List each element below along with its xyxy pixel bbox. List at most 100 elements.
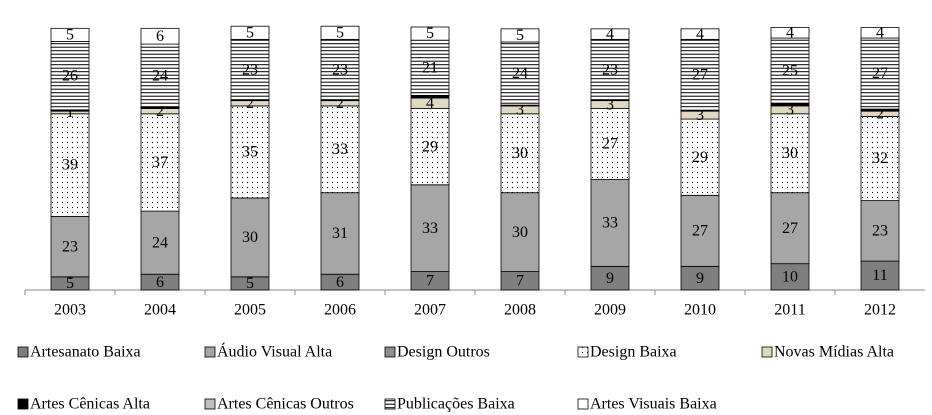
bar-segment (230, 38, 270, 101)
legend-swatch (761, 346, 773, 358)
data-label: 6 (156, 274, 164, 291)
data-label: 7 (516, 272, 524, 289)
bar-segment (770, 37, 810, 105)
data-label: 30 (512, 224, 528, 241)
legend-swatch (17, 398, 29, 410)
bar-segment (770, 27, 810, 39)
data-label: 4 (426, 95, 434, 112)
data-label: 30 (512, 145, 528, 162)
data-label: 11 (872, 267, 887, 284)
data-label: 27 (872, 65, 888, 82)
data-label: 23 (62, 238, 78, 255)
x-tick-label: 2010 (684, 302, 716, 319)
data-label: 2 (156, 103, 164, 120)
data-label: 29 (422, 138, 438, 155)
legend-label: Novas Mídias Alta (774, 344, 894, 361)
legend-label: Design Baixa (590, 344, 677, 361)
data-label: 4 (696, 26, 704, 43)
legend-label: Publicações Baixa (397, 396, 515, 413)
data-label: 32 (872, 150, 888, 167)
x-tick-label: 2008 (504, 302, 536, 319)
data-label: 27 (782, 220, 798, 237)
bar-segment (410, 184, 450, 272)
x-tick-label: 2012 (864, 302, 896, 319)
data-label: 2 (876, 105, 884, 122)
data-label: 5 (66, 275, 74, 292)
bar-segment (860, 260, 900, 291)
bar-segment (590, 28, 630, 40)
data-label: 26 (62, 67, 78, 84)
x-tick-label: 2005 (234, 302, 266, 319)
bar-segment (590, 179, 630, 267)
bar-segment (680, 38, 720, 111)
bar-segment (320, 192, 360, 275)
data-label: 35 (242, 144, 258, 161)
data-label: 27 (692, 67, 708, 84)
legend-swatch (384, 398, 396, 410)
data-label: 5 (336, 24, 344, 41)
legend-swatch (204, 398, 216, 410)
data-label: 9 (696, 270, 704, 287)
bar-segment (140, 210, 180, 275)
data-label: 37 (152, 154, 168, 171)
data-label: 3 (786, 102, 794, 119)
data-label: 31 (332, 225, 348, 242)
bar-segment (680, 194, 720, 267)
bar-segment (50, 215, 90, 278)
bar-segment (230, 105, 270, 199)
data-label: 21 (422, 59, 438, 76)
data-label: 24 (152, 234, 168, 251)
bar-segment (860, 116, 900, 201)
bar-segment (500, 192, 540, 272)
data-label: 27 (692, 222, 708, 239)
x-tick-label: 2006 (324, 302, 356, 319)
data-label: 9 (606, 270, 614, 287)
data-label: 2 (246, 95, 254, 112)
bar-segment (320, 38, 360, 101)
bar-segment (500, 41, 540, 106)
bar-segment (50, 41, 90, 111)
data-label: 24 (152, 67, 168, 84)
data-label: 10 (782, 269, 798, 286)
legend-label: Áudio Visual Alta (217, 342, 332, 361)
data-label: 23 (242, 61, 258, 78)
data-label: 3 (696, 107, 704, 124)
bar-segment (140, 113, 180, 212)
data-label: 5 (426, 25, 434, 42)
bar-segment (50, 27, 90, 42)
data-label: 33 (602, 215, 618, 232)
data-label: 24 (512, 65, 528, 82)
data-label: 3 (516, 102, 524, 119)
data-label: 30 (782, 145, 798, 162)
legend-label: Design Outros (397, 344, 490, 361)
x-tick-label: 2003 (54, 302, 86, 319)
data-label: 33 (332, 141, 348, 158)
data-label: 4 (876, 24, 884, 41)
x-tick-label: 2011 (774, 302, 805, 319)
x-tick-label: 2009 (594, 302, 626, 319)
data-label: 23 (872, 222, 888, 239)
data-label: 7 (426, 272, 434, 289)
bar-segment (770, 113, 810, 194)
x-tick-label: 2004 (144, 302, 176, 319)
legend-swatch (17, 346, 29, 358)
data-label: 29 (692, 149, 708, 166)
bar-segment (230, 25, 270, 40)
data-label: 2 (336, 95, 344, 112)
legend-label: Artes Visuais Baixa (590, 396, 717, 413)
data-label: 4 (606, 26, 614, 43)
legend-label: Artesanato Baixa (30, 344, 141, 361)
x-tick-label: 2007 (414, 302, 446, 319)
data-label: 4 (786, 24, 794, 41)
bar-segment (140, 27, 180, 45)
data-label: 5 (246, 275, 254, 292)
data-label: 5 (66, 27, 74, 44)
bar-segment (770, 263, 810, 291)
legend-swatch (384, 346, 396, 358)
bar-segment (590, 108, 630, 180)
data-label: 27 (602, 136, 618, 153)
bar-segment (410, 108, 450, 186)
data-label: 30 (242, 229, 258, 246)
data-label: 3 (606, 96, 614, 113)
legend-swatch (577, 346, 589, 358)
